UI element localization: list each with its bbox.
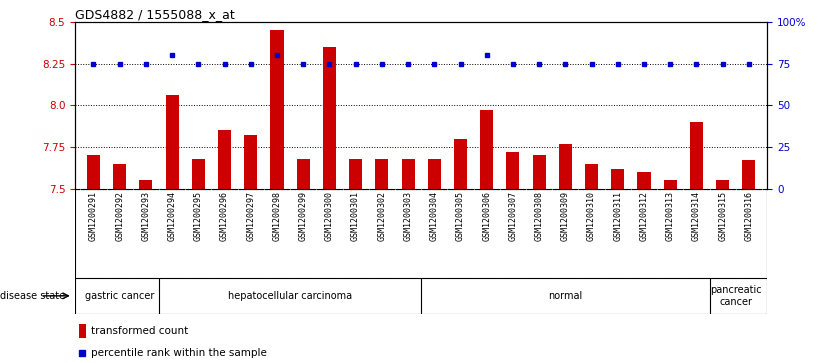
Bar — [480, 110, 493, 189]
Bar — [716, 180, 729, 189]
Text: GSM1200301: GSM1200301 — [351, 191, 360, 241]
Text: GSM1200304: GSM1200304 — [430, 191, 439, 241]
Text: GSM1200303: GSM1200303 — [404, 191, 413, 241]
Bar — [690, 122, 703, 189]
Text: GSM1200299: GSM1200299 — [299, 191, 308, 241]
Text: hepatocellular carcinoma: hepatocellular carcinoma — [228, 291, 352, 301]
Bar — [454, 139, 467, 189]
Text: GSM1200292: GSM1200292 — [115, 191, 124, 241]
Bar — [87, 155, 100, 189]
Bar — [428, 159, 441, 189]
Bar — [349, 159, 362, 189]
Bar — [165, 95, 178, 189]
Text: normal: normal — [548, 291, 582, 301]
Bar — [664, 180, 677, 189]
Bar — [192, 159, 205, 189]
Bar — [218, 130, 231, 189]
Bar — [323, 47, 336, 189]
Bar — [637, 172, 651, 189]
Bar — [244, 135, 258, 189]
Bar — [113, 164, 126, 189]
Bar — [270, 30, 284, 189]
Text: GSM1200310: GSM1200310 — [587, 191, 596, 241]
Text: pancreatic
cancer: pancreatic cancer — [710, 285, 761, 307]
Text: GDS4882 / 1555088_x_at: GDS4882 / 1555088_x_at — [75, 8, 235, 21]
Bar — [506, 152, 520, 189]
Bar — [78, 324, 86, 338]
Text: GSM1200308: GSM1200308 — [535, 191, 544, 241]
Text: GSM1200296: GSM1200296 — [220, 191, 229, 241]
Bar — [139, 180, 153, 189]
Text: percentile rank within the sample: percentile rank within the sample — [91, 348, 267, 358]
Text: transformed count: transformed count — [91, 326, 188, 336]
Text: GSM1200309: GSM1200309 — [561, 191, 570, 241]
Text: GSM1200294: GSM1200294 — [168, 191, 177, 241]
Text: GSM1200300: GSM1200300 — [325, 191, 334, 241]
Text: GSM1200311: GSM1200311 — [613, 191, 622, 241]
Text: gastric cancer: gastric cancer — [85, 291, 154, 301]
Text: GSM1200305: GSM1200305 — [456, 191, 465, 241]
Text: GSM1200314: GSM1200314 — [692, 191, 701, 241]
Text: GSM1200293: GSM1200293 — [141, 191, 150, 241]
Bar — [401, 159, 414, 189]
Bar — [742, 160, 756, 189]
Text: GSM1200302: GSM1200302 — [377, 191, 386, 241]
Text: GSM1200295: GSM1200295 — [193, 191, 203, 241]
Bar — [297, 159, 309, 189]
Text: disease state: disease state — [0, 291, 65, 301]
Bar — [533, 155, 545, 189]
Text: GSM1200306: GSM1200306 — [482, 191, 491, 241]
Text: GSM1200298: GSM1200298 — [273, 191, 281, 241]
Text: GSM1200312: GSM1200312 — [640, 191, 649, 241]
Text: GSM1200307: GSM1200307 — [509, 191, 517, 241]
Text: GSM1200291: GSM1200291 — [89, 191, 98, 241]
Bar — [585, 164, 598, 189]
Bar — [611, 169, 625, 189]
Text: GSM1200316: GSM1200316 — [745, 191, 753, 241]
Bar — [559, 144, 572, 189]
Text: GSM1200313: GSM1200313 — [666, 191, 675, 241]
Text: GSM1200315: GSM1200315 — [718, 191, 727, 241]
Text: GSM1200297: GSM1200297 — [246, 191, 255, 241]
Bar — [375, 159, 389, 189]
